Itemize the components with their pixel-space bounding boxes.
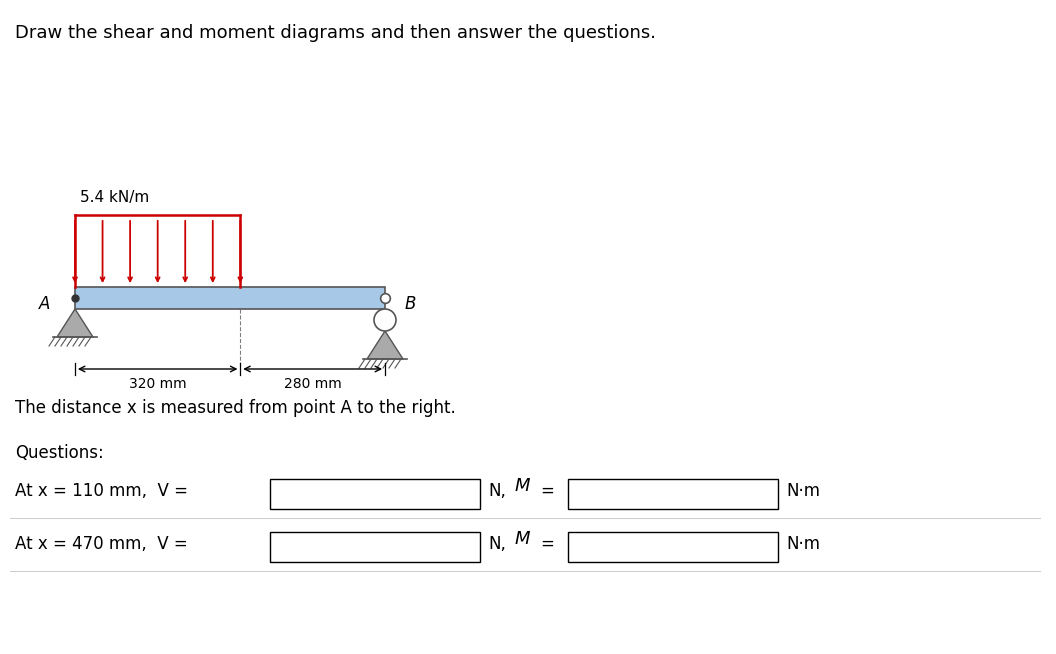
Text: Questions:: Questions: — [15, 444, 103, 462]
Text: B: B — [406, 295, 416, 313]
Text: The distance x is measured from point A to the right.: The distance x is measured from point A … — [15, 399, 456, 417]
Text: =: = — [540, 535, 554, 553]
Polygon shape — [57, 309, 93, 337]
Polygon shape — [367, 331, 403, 359]
Text: N,: N, — [488, 535, 506, 553]
Bar — [568, 479, 778, 509]
Text: M: M — [515, 530, 530, 548]
Text: A: A — [39, 295, 50, 313]
Text: N·m: N·m — [786, 482, 821, 500]
Text: N,: N, — [488, 482, 506, 500]
Circle shape — [374, 309, 396, 331]
Text: 5.4 kN/m: 5.4 kN/m — [80, 190, 149, 205]
Bar — [568, 532, 778, 562]
Bar — [75, 287, 385, 309]
Text: 320 mm: 320 mm — [129, 377, 187, 391]
Text: Draw the shear and moment diagrams and then answer the questions.: Draw the shear and moment diagrams and t… — [15, 24, 656, 42]
Text: At x = 470 mm,  V =: At x = 470 mm, V = — [15, 535, 188, 553]
Text: N·m: N·m — [786, 535, 821, 553]
Text: At x = 110 mm,  V =: At x = 110 mm, V = — [15, 482, 188, 500]
Text: M: M — [515, 477, 530, 495]
Text: 280 mm: 280 mm — [284, 377, 341, 391]
Text: =: = — [540, 482, 554, 500]
Bar — [270, 479, 480, 509]
Bar — [270, 532, 480, 562]
